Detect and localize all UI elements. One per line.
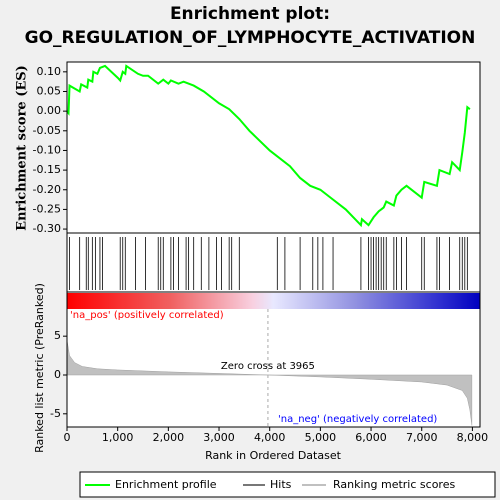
y-tick-label: -0.25 xyxy=(33,202,61,215)
y-tick-label: 5 xyxy=(54,329,61,342)
x-tick-label: 3,000 xyxy=(203,431,235,444)
legend-label: Hits xyxy=(270,478,292,491)
frame xyxy=(66,61,481,428)
plot-bg xyxy=(67,62,480,427)
x-tick-label: 5,000 xyxy=(305,431,337,444)
y-tick-label: -0.05 xyxy=(33,124,61,137)
chart-title: Enrichment plot: xyxy=(170,4,330,24)
y-tick-label: -0.10 xyxy=(33,143,61,156)
y-tick-label: 0.00 xyxy=(37,104,62,117)
x-tick-label: 7,000 xyxy=(406,431,438,444)
y-tick-label: -0.30 xyxy=(33,222,61,235)
y-tick-label: -0.20 xyxy=(33,183,61,196)
metric-area xyxy=(66,340,473,426)
y-axis-label: Ranked list metric (PreRanked) xyxy=(33,283,46,453)
x-tick-label: 8,000 xyxy=(457,431,489,444)
x-axis-label: Rank in Ordered Dataset xyxy=(205,449,342,462)
x-tick-label: 6,000 xyxy=(355,431,387,444)
color-bar xyxy=(67,293,480,309)
legend xyxy=(79,471,496,498)
legend-label: Ranking metric scores xyxy=(333,478,455,491)
x-tick-label: 4,000 xyxy=(254,431,286,444)
y-tick-label: 0.10 xyxy=(37,65,62,78)
pos-label: 'na_pos' (positively correlated) xyxy=(70,310,224,321)
neg-label: 'na_neg' (negatively correlated) xyxy=(278,414,437,425)
x-tick-label: 1,000 xyxy=(102,431,134,444)
zero-cross-label: Zero cross at 3965 xyxy=(221,361,315,372)
y-axis-label: Enrichment score (ES) xyxy=(15,65,30,231)
y-tick-label: 0.05 xyxy=(37,84,62,97)
x-tick-label: 2,000 xyxy=(153,431,185,444)
y-tick-label: 0 xyxy=(54,368,61,381)
enrichment-line xyxy=(66,64,471,228)
x-tick-label: 0 xyxy=(64,431,71,444)
chart-subtitle: GO_REGULATION_OF_LYMPHOCYTE_ACTIVATION xyxy=(25,28,476,48)
y-tick-label: -5 xyxy=(50,407,61,420)
legend-label: Enrichment profile xyxy=(115,478,217,491)
y-tick-label: -0.15 xyxy=(33,163,61,176)
